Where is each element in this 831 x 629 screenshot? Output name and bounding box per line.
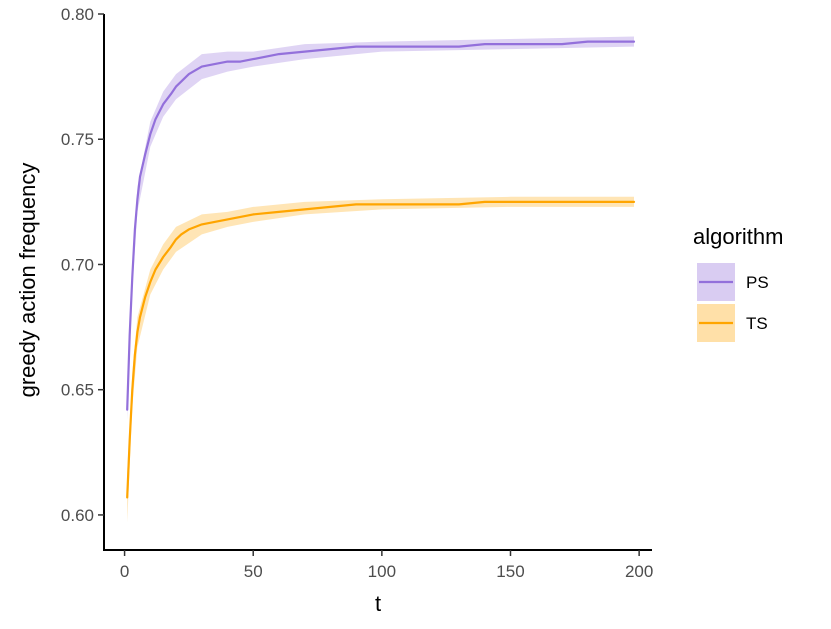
confidence-bands (127, 36, 634, 523)
band-ts (127, 196, 634, 523)
axes: 0.60 0.65 0.70 0.75 0.80 0 50 100 150 200 (61, 5, 653, 581)
y-tick-label: 0.70 (61, 255, 94, 274)
x-tick-label: 200 (625, 562, 653, 581)
band-ps (127, 36, 634, 420)
x-tick-label: 50 (244, 562, 263, 581)
y-tick-label: 0.60 (61, 506, 94, 525)
x-axis-title: t (375, 591, 381, 616)
legend-label-ps: PS (746, 273, 769, 292)
series-line-ts (126, 200, 636, 499)
x-tick-label: 100 (368, 562, 396, 581)
y-tick-label: 0.75 (61, 130, 94, 149)
y-axis-title: greedy action frequency (15, 163, 40, 398)
legend-label-ts: TS (746, 314, 768, 333)
legend: algorithm PS TS (693, 224, 783, 342)
x-tick-label: 150 (496, 562, 524, 581)
x-tick-label: 0 (120, 562, 129, 581)
y-tick-label: 0.65 (61, 381, 94, 400)
legend-title: algorithm (693, 224, 783, 249)
y-tick-label: 0.80 (61, 5, 94, 24)
series-lines (126, 40, 636, 499)
series-line-ps (126, 40, 636, 411)
